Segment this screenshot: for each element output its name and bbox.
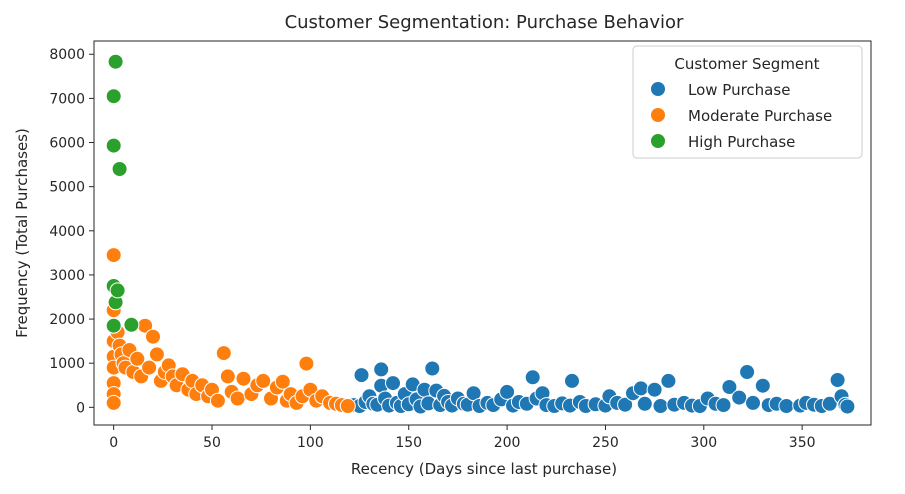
x-tick-label: 300	[690, 435, 717, 451]
y-tick-label: 6000	[49, 136, 85, 152]
data-point	[235, 370, 252, 387]
legend-label: Low Purchase	[688, 81, 790, 99]
data-point	[524, 369, 541, 386]
data-point	[105, 137, 122, 154]
x-tick-label: 350	[789, 435, 816, 451]
data-point	[424, 360, 441, 377]
y-tick-label: 8000	[49, 47, 85, 63]
data-point	[652, 398, 669, 414]
data-point	[839, 398, 856, 415]
data-point	[715, 397, 732, 414]
y-tick-label: 3000	[49, 268, 85, 284]
x-axis-label: Recency (Days since last purchase)	[351, 460, 617, 478]
data-point	[109, 282, 126, 299]
data-point	[660, 372, 677, 389]
x-axis: 0 50 100 150 200 250 300 350	[109, 425, 816, 451]
data-point	[745, 394, 761, 411]
data-point	[129, 350, 146, 367]
data-point	[105, 247, 122, 264]
points-layer	[105, 53, 856, 415]
y-tick-label: 0	[76, 400, 85, 416]
legend-marker	[650, 107, 666, 123]
x-tick-label: 50	[203, 435, 221, 451]
data-point	[107, 53, 124, 70]
data-point	[646, 381, 663, 398]
data-point	[499, 383, 516, 400]
data-point	[255, 372, 272, 389]
x-tick-label: 150	[395, 435, 422, 451]
legend-label: Moderate Purchase	[688, 107, 832, 125]
legend-marker	[650, 81, 666, 97]
data-point	[339, 398, 356, 414]
data-point	[111, 161, 128, 177]
y-tick-label: 4000	[49, 224, 85, 240]
legend-title: Customer Segment	[674, 55, 819, 73]
x-tick-label: 200	[494, 435, 521, 451]
data-point	[385, 375, 401, 392]
data-point	[632, 380, 649, 397]
data-point	[215, 345, 232, 362]
data-point	[617, 396, 634, 413]
y-tick-label: 2000	[49, 312, 85, 328]
data-point	[148, 346, 165, 363]
data-point	[739, 364, 756, 380]
y-tick-label: 5000	[49, 180, 85, 196]
y-tick-label: 1000	[49, 356, 85, 372]
data-point	[105, 394, 122, 411]
data-point	[145, 328, 161, 345]
data-point	[829, 372, 846, 388]
legend: Customer Segment Low Purchase Moderate Pu…	[632, 45, 863, 159]
data-point	[778, 398, 795, 414]
data-point	[274, 373, 291, 390]
chart-title: Customer Segmentation: Purchase Behavior	[285, 12, 684, 33]
data-point	[754, 377, 771, 394]
x-tick-label: 100	[297, 435, 324, 451]
data-point	[821, 395, 838, 412]
data-point	[373, 361, 390, 378]
data-point	[105, 88, 122, 105]
y-axis-label: Frequency (Total Purchases)	[13, 128, 31, 338]
data-point	[141, 359, 158, 376]
x-tick-label: 0	[109, 435, 118, 451]
data-point	[209, 392, 226, 409]
data-point	[298, 355, 315, 372]
legend-box	[632, 45, 863, 159]
y-tick-label: 7000	[49, 91, 85, 107]
data-point	[353, 367, 370, 384]
data-point	[636, 395, 653, 412]
data-point	[721, 379, 738, 395]
data-point	[731, 389, 748, 406]
data-point	[123, 316, 140, 333]
legend-entries: Low Purchase Moderate Purchase High Purcha…	[650, 81, 832, 151]
data-point	[105, 317, 122, 334]
legend-label: High Purchase	[688, 133, 795, 151]
legend-marker	[650, 133, 666, 149]
y-axis: 0 1000 2000 3000 4000 5000 6000 7000 8000	[49, 47, 94, 416]
data-point	[564, 372, 580, 389]
x-tick-label: 250	[592, 435, 619, 451]
data-point	[219, 368, 236, 385]
data-point	[229, 390, 246, 407]
